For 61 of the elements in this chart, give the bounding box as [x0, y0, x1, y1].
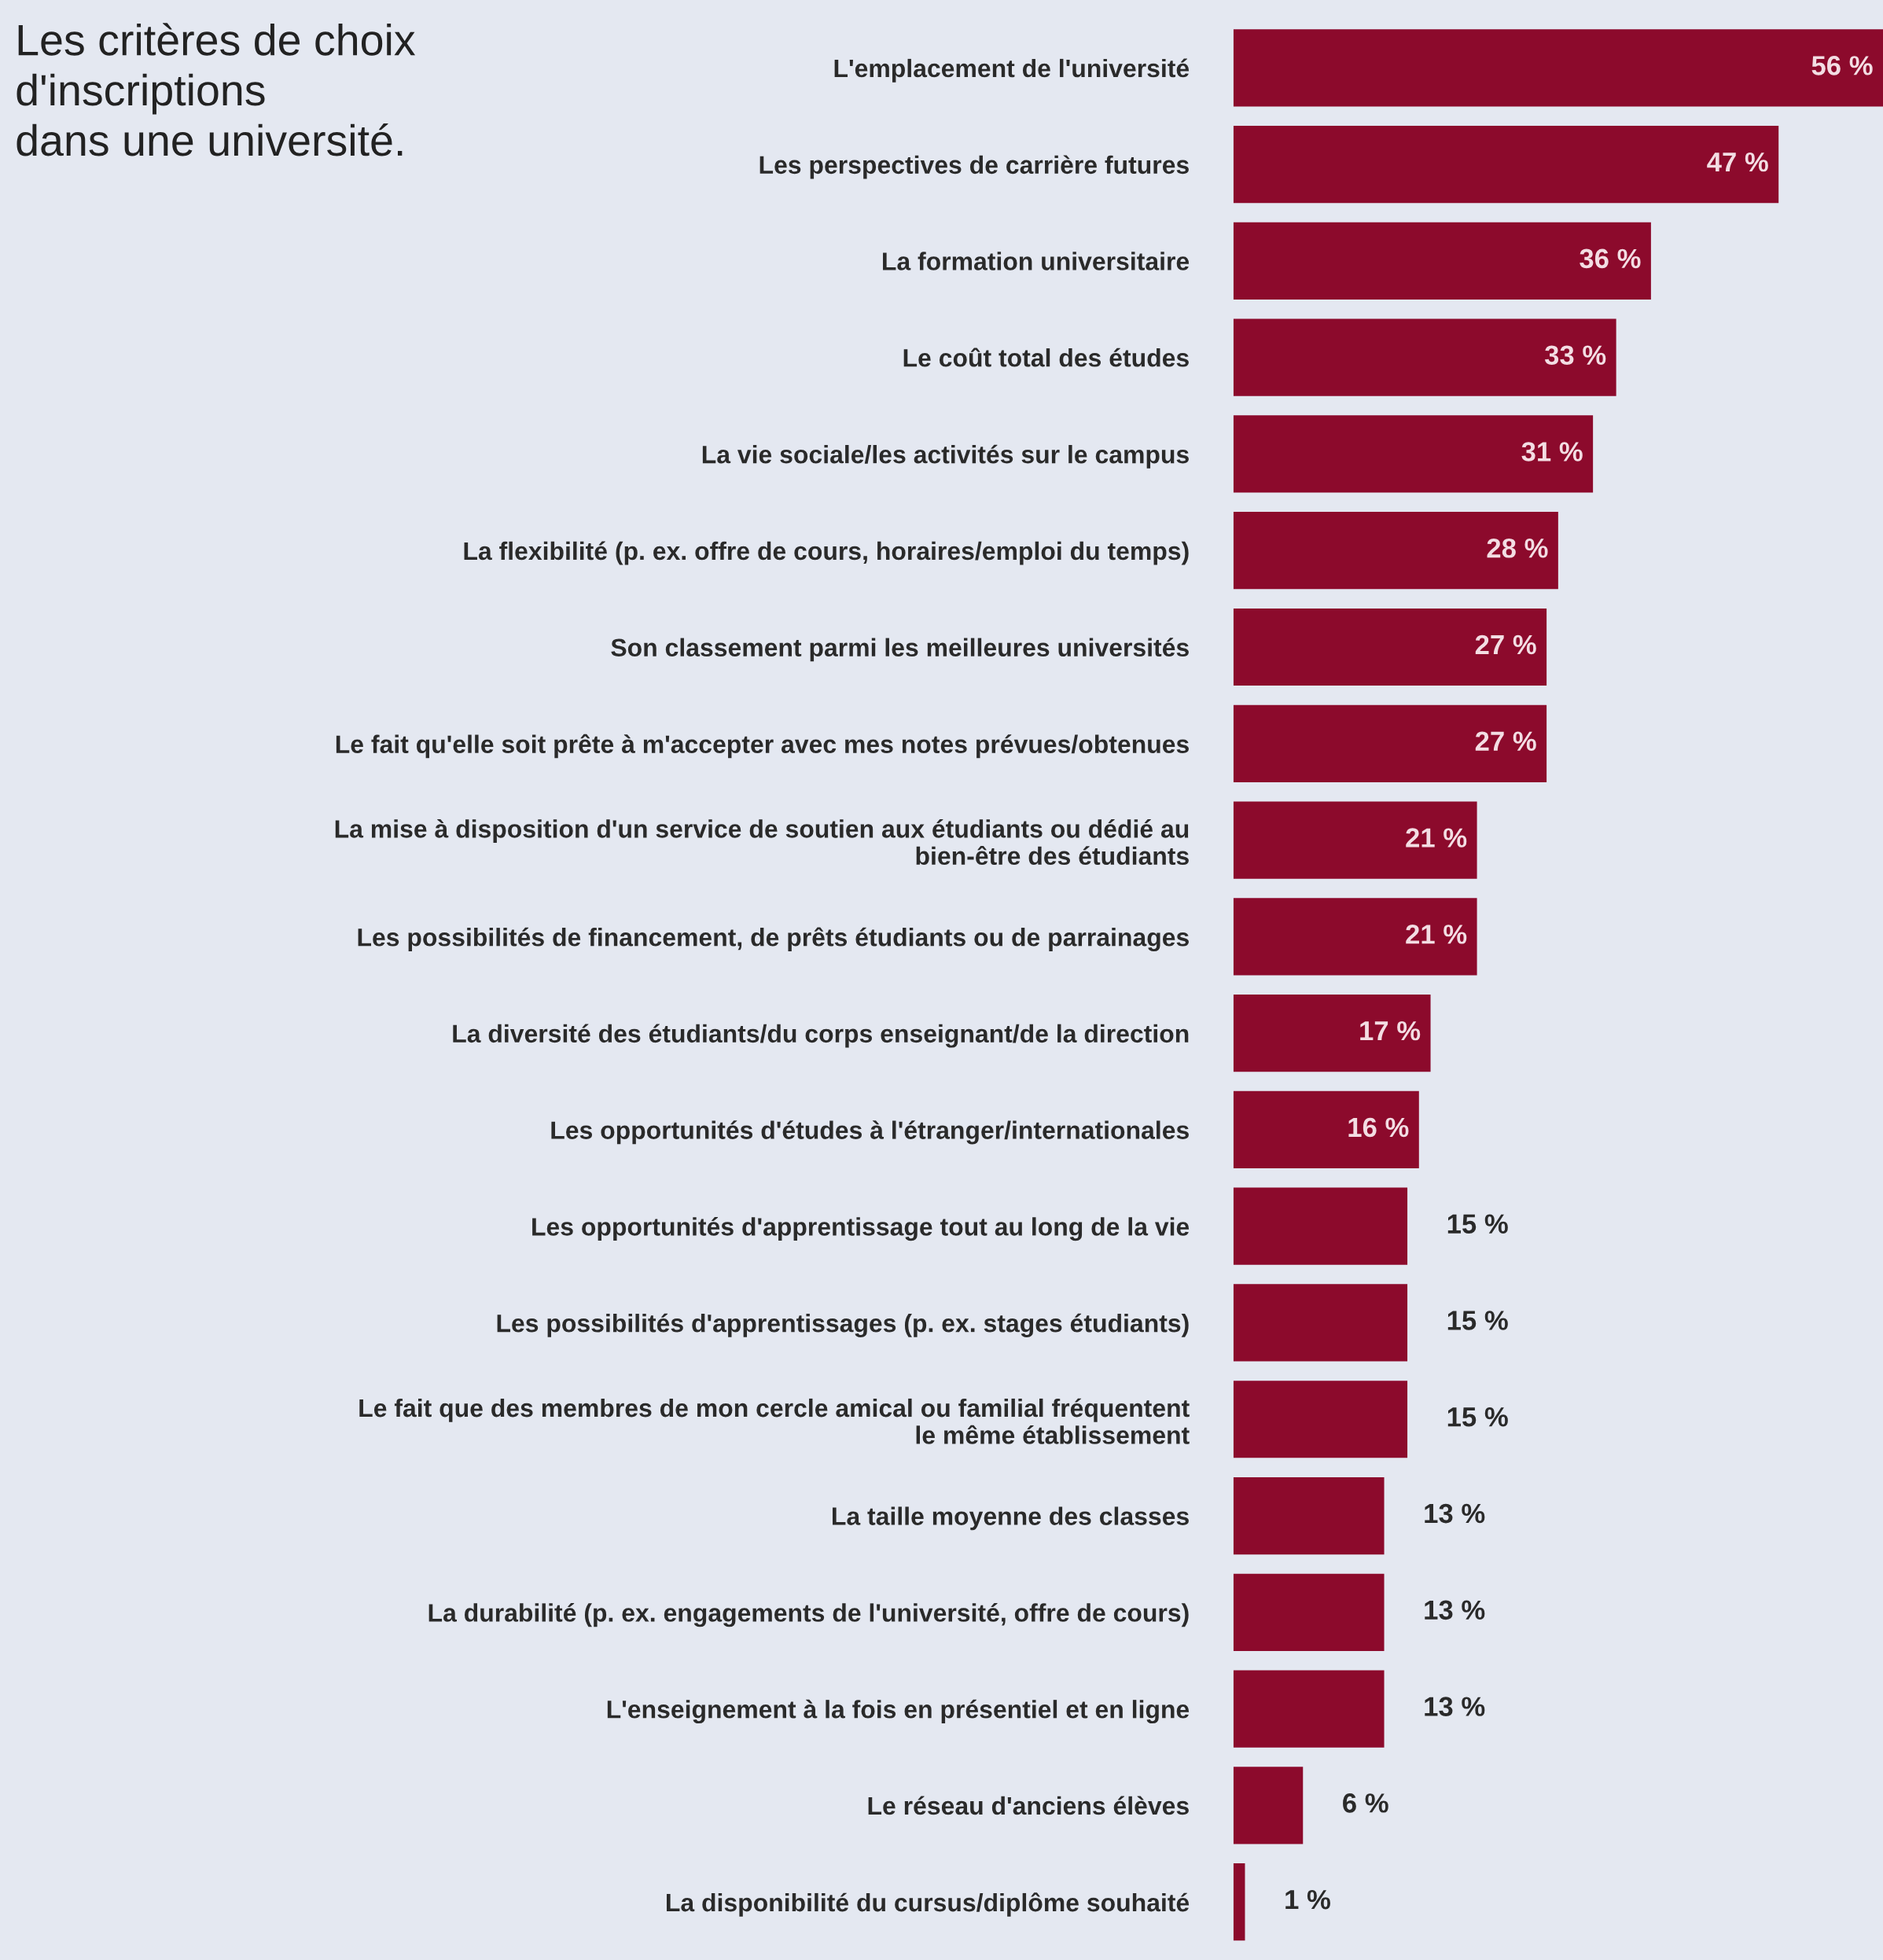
y-tick-label: Le fait qu'elle soit prête à m'accepter avec mes notes prévues/obtenues: [336, 734, 1189, 759]
bar: [1233, 1187, 1408, 1265]
y-tick-label: La vie sociale/les activités sur le campus: [702, 444, 1189, 469]
bar: [1233, 1090, 1419, 1169]
y-tick-label: L'enseignement à la fois en présentiel et en ligne: [607, 1699, 1190, 1724]
y-tick-label: Les opportunités d'apprentissage tout au long de la vie: [532, 1216, 1190, 1241]
y-tick-label: Les possibilités de financement, de prêts étudiants ou de parrainages: [358, 927, 1189, 952]
bar: [1233, 415, 1594, 493]
data-label: 47 %: [1707, 152, 1768, 172]
bar: [1233, 125, 1779, 204]
data-label: 28 %: [1487, 538, 1548, 558]
data-label: 21 %: [1406, 828, 1467, 848]
y-tick-label: Son classement parmi les meilleures universités: [611, 638, 1189, 662]
y-tick-label: La durabilité (p. ex. engagements de l'université, offre de cours): [428, 1603, 1189, 1627]
y-tick-label: Le réseau d'anciens élèves: [868, 1796, 1189, 1815]
data-label: 36 %: [1580, 248, 1641, 269]
data-label: 21 %: [1406, 925, 1467, 944]
bar: [1233, 318, 1616, 396]
bar: [1233, 29, 1883, 107]
data-label: 15 %: [1447, 1311, 1508, 1330]
text: Les critères de choix d'inscriptions dans une université.: [17, 23, 416, 156]
data-label: 27 %: [1475, 731, 1536, 752]
data-label: 13 %: [1425, 1503, 1485, 1524]
y-tick-label: La flexibilité (p. ex. offre de cours, horaires/emploi du temps): [464, 541, 1189, 565]
data-label: 15 %: [1447, 1407, 1508, 1427]
bar: [1233, 1573, 1385, 1651]
y-tick-label: Les possibilités d'apprentissages (p. ex. stages étudiants): [497, 1313, 1189, 1337]
data-label: 33 %: [1544, 345, 1606, 366]
y-tick-label: La mise à disposition d'un service de soutien aux étudiants ou dédié au bien-être des étudiants: [335, 818, 1189, 866]
data-label: 56 %: [1811, 56, 1873, 75]
bar: [1233, 1863, 1245, 1941]
bar: [1233, 608, 1547, 686]
data-label: 17 %: [1360, 1020, 1421, 1041]
y-tick-label: La taille moyenne des classes: [833, 1506, 1189, 1531]
data-label: 15 %: [1447, 1214, 1508, 1234]
bar: [1233, 995, 1431, 1072]
y-tick-label: La diversité des étudiants/du corps enseignant/de la direction: [453, 1024, 1189, 1048]
y-tick-label: L'emplacement de l'université: [834, 58, 1190, 83]
bar: [1233, 1767, 1304, 1844]
bar: [1233, 1284, 1408, 1362]
bar: [1233, 222, 1651, 300]
y-tick-label: La disponibilité du cursus/diplôme souhaité: [667, 1892, 1190, 1917]
y-tick-label: Les opportunités d'études à l'étranger/internationales: [551, 1120, 1189, 1145]
y-tick-label: Les perspectives de carrière futures: [759, 155, 1189, 179]
bar: [1233, 1476, 1385, 1555]
bar: [1233, 704, 1547, 782]
data-label: 13 %: [1425, 1697, 1485, 1716]
bar: [1233, 1381, 1408, 1458]
data-label: 16 %: [1348, 1117, 1409, 1138]
y-tick-label: Le fait que des membres de mon cercle amical ou familial fréquentent le même établissement: [359, 1398, 1190, 1444]
data-label: 6 %: [1343, 1793, 1388, 1813]
data-label: 31 %: [1521, 442, 1583, 462]
bar: [1233, 898, 1477, 976]
y-tick-label: Le coût total des études: [903, 348, 1189, 367]
data-label: 1 %: [1285, 1889, 1330, 1910]
data-label: 27 %: [1475, 634, 1536, 655]
bar: [1233, 801, 1477, 879]
bar: [1233, 512, 1558, 590]
bar: [1233, 1670, 1385, 1748]
y-tick-label: La formation universitaire: [883, 252, 1190, 270]
data-label: 13 %: [1425, 1600, 1485, 1620]
